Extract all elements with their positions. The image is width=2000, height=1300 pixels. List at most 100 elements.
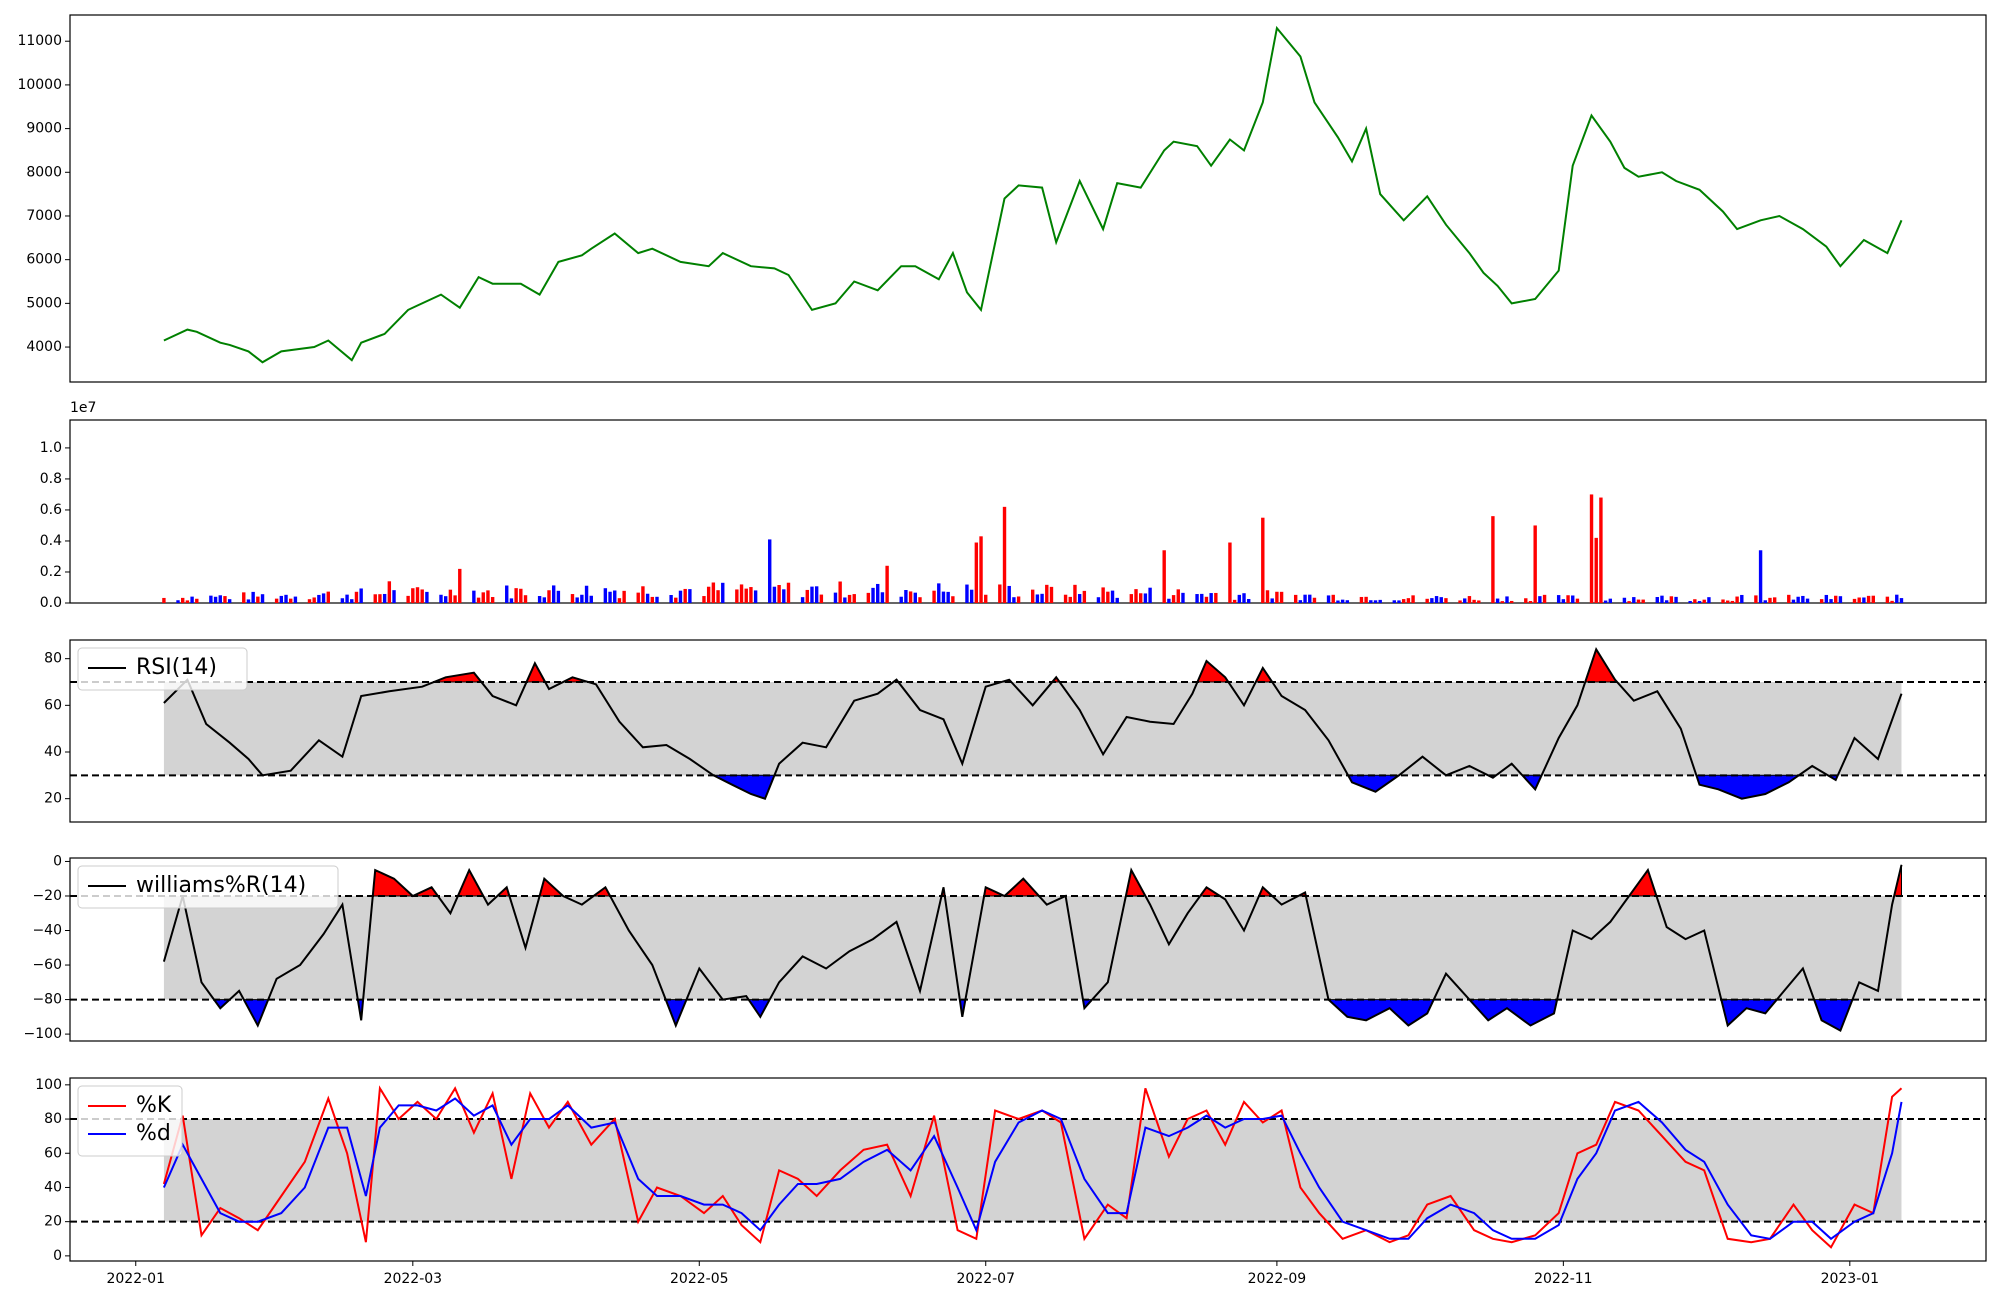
volume-bar [542,597,547,603]
volume-bar [176,600,180,603]
volume-bar [1016,596,1021,603]
volume-bar [284,594,288,603]
volume-bar [721,582,725,603]
volume-bar [1556,595,1561,603]
volume-bar [256,596,260,603]
volume-bar [702,596,706,603]
volume-bar [1688,601,1692,603]
volume-bar [918,597,922,603]
volume-bar [425,591,429,603]
volume-bar [674,597,678,603]
volume-bar [551,585,556,603]
neutral-band [163,1119,1902,1222]
volume-bar [1890,600,1894,603]
volume-bar [932,590,936,603]
volume-bar [1425,598,1429,603]
volume-bar [1030,589,1035,603]
volume-bar [209,595,213,603]
volume-bar [904,590,908,603]
stochastic-frame [69,1077,1987,1262]
volume-bar [768,539,772,603]
x-tick-label: 2022-09 [1248,1271,1307,1287]
volume-bar [490,597,495,603]
volume-bar [1862,597,1866,603]
volume-bar [1303,594,1307,603]
volume-bar [1143,593,1148,603]
volume-bar [735,589,739,603]
volume-bar [1899,598,1904,603]
volume-bar [453,595,457,603]
volume-bar [1063,594,1068,603]
y-tick-label: 8000 [26,164,62,180]
volume-bar [1641,599,1645,603]
legend-label: %K [136,1093,172,1118]
volume-bar [1566,595,1570,603]
volume-bar [1096,597,1101,603]
volume-bar [307,599,312,603]
y-tick-label: 7000 [26,208,62,224]
volume-bar [1524,598,1528,603]
volume-bar [1500,601,1505,603]
volume-bar [608,591,612,603]
volume-bar [1045,584,1049,603]
volume-bar [1787,594,1791,603]
volume-bar [1106,591,1110,603]
volume-bar [1406,598,1411,603]
y-tick-label: −20 [32,888,62,904]
volume-bar [195,598,199,603]
volume-bar [749,587,753,603]
overbought-fill [372,869,415,897]
volume-bar [1655,597,1659,603]
volume-bar [1392,600,1396,603]
volume-bar [1247,598,1251,603]
volume-bar [1068,596,1072,603]
y-tick-label: 0.8 [40,471,62,487]
volume-bar [782,589,786,603]
y-tick-label: −80 [32,992,62,1008]
volume-bar [1754,595,1758,603]
volume-bar [1871,595,1875,603]
volume-bar [744,588,748,603]
y-tick-label: 20 [44,1214,62,1230]
volume-bar [786,582,791,603]
volume-bar [913,592,917,603]
volume-bar [880,592,885,603]
volume-bar [1293,594,1298,603]
volume-bar [777,585,781,603]
volume-bar [359,588,363,603]
volume-bar [908,591,913,603]
volume-bar [580,594,584,603]
volume-bar [1664,600,1669,603]
volume-bar [1110,590,1115,603]
volume-bar [1275,591,1279,603]
y-tick-label: 60 [44,697,62,713]
volume-bar [1707,597,1711,603]
volume-bar [312,597,316,603]
volume-bar [1697,601,1702,603]
y-tick-label: −100 [24,1026,62,1042]
volume-bar [1232,599,1237,603]
volume-bar [1505,596,1509,603]
volume-frame [69,419,1987,604]
volume-bar [1467,596,1472,603]
neutral-band [163,682,1902,776]
volume-bar [1495,598,1500,603]
volume-bar [1740,594,1744,603]
volume-bar [472,590,476,603]
volume-bar [1838,596,1843,603]
volume-bar [1632,597,1636,603]
y-tick-label: 80 [44,651,62,667]
volume-bar [486,590,490,603]
volume-panel: 0.0 0.2 0.4 0.6 0.8 1.0 1e7 [40,400,1987,611]
volume-bar [800,597,805,603]
volume-bar [1129,594,1134,603]
volume-bar [819,594,824,603]
volume-bar [1852,598,1857,603]
volume-bar [1857,597,1861,603]
volume-bar [852,594,856,603]
volume-bar [1049,586,1054,603]
volume-bar [753,590,758,603]
volume-bar [406,595,410,603]
y-tick-label: −60 [32,957,62,973]
volume-bar [772,586,777,603]
